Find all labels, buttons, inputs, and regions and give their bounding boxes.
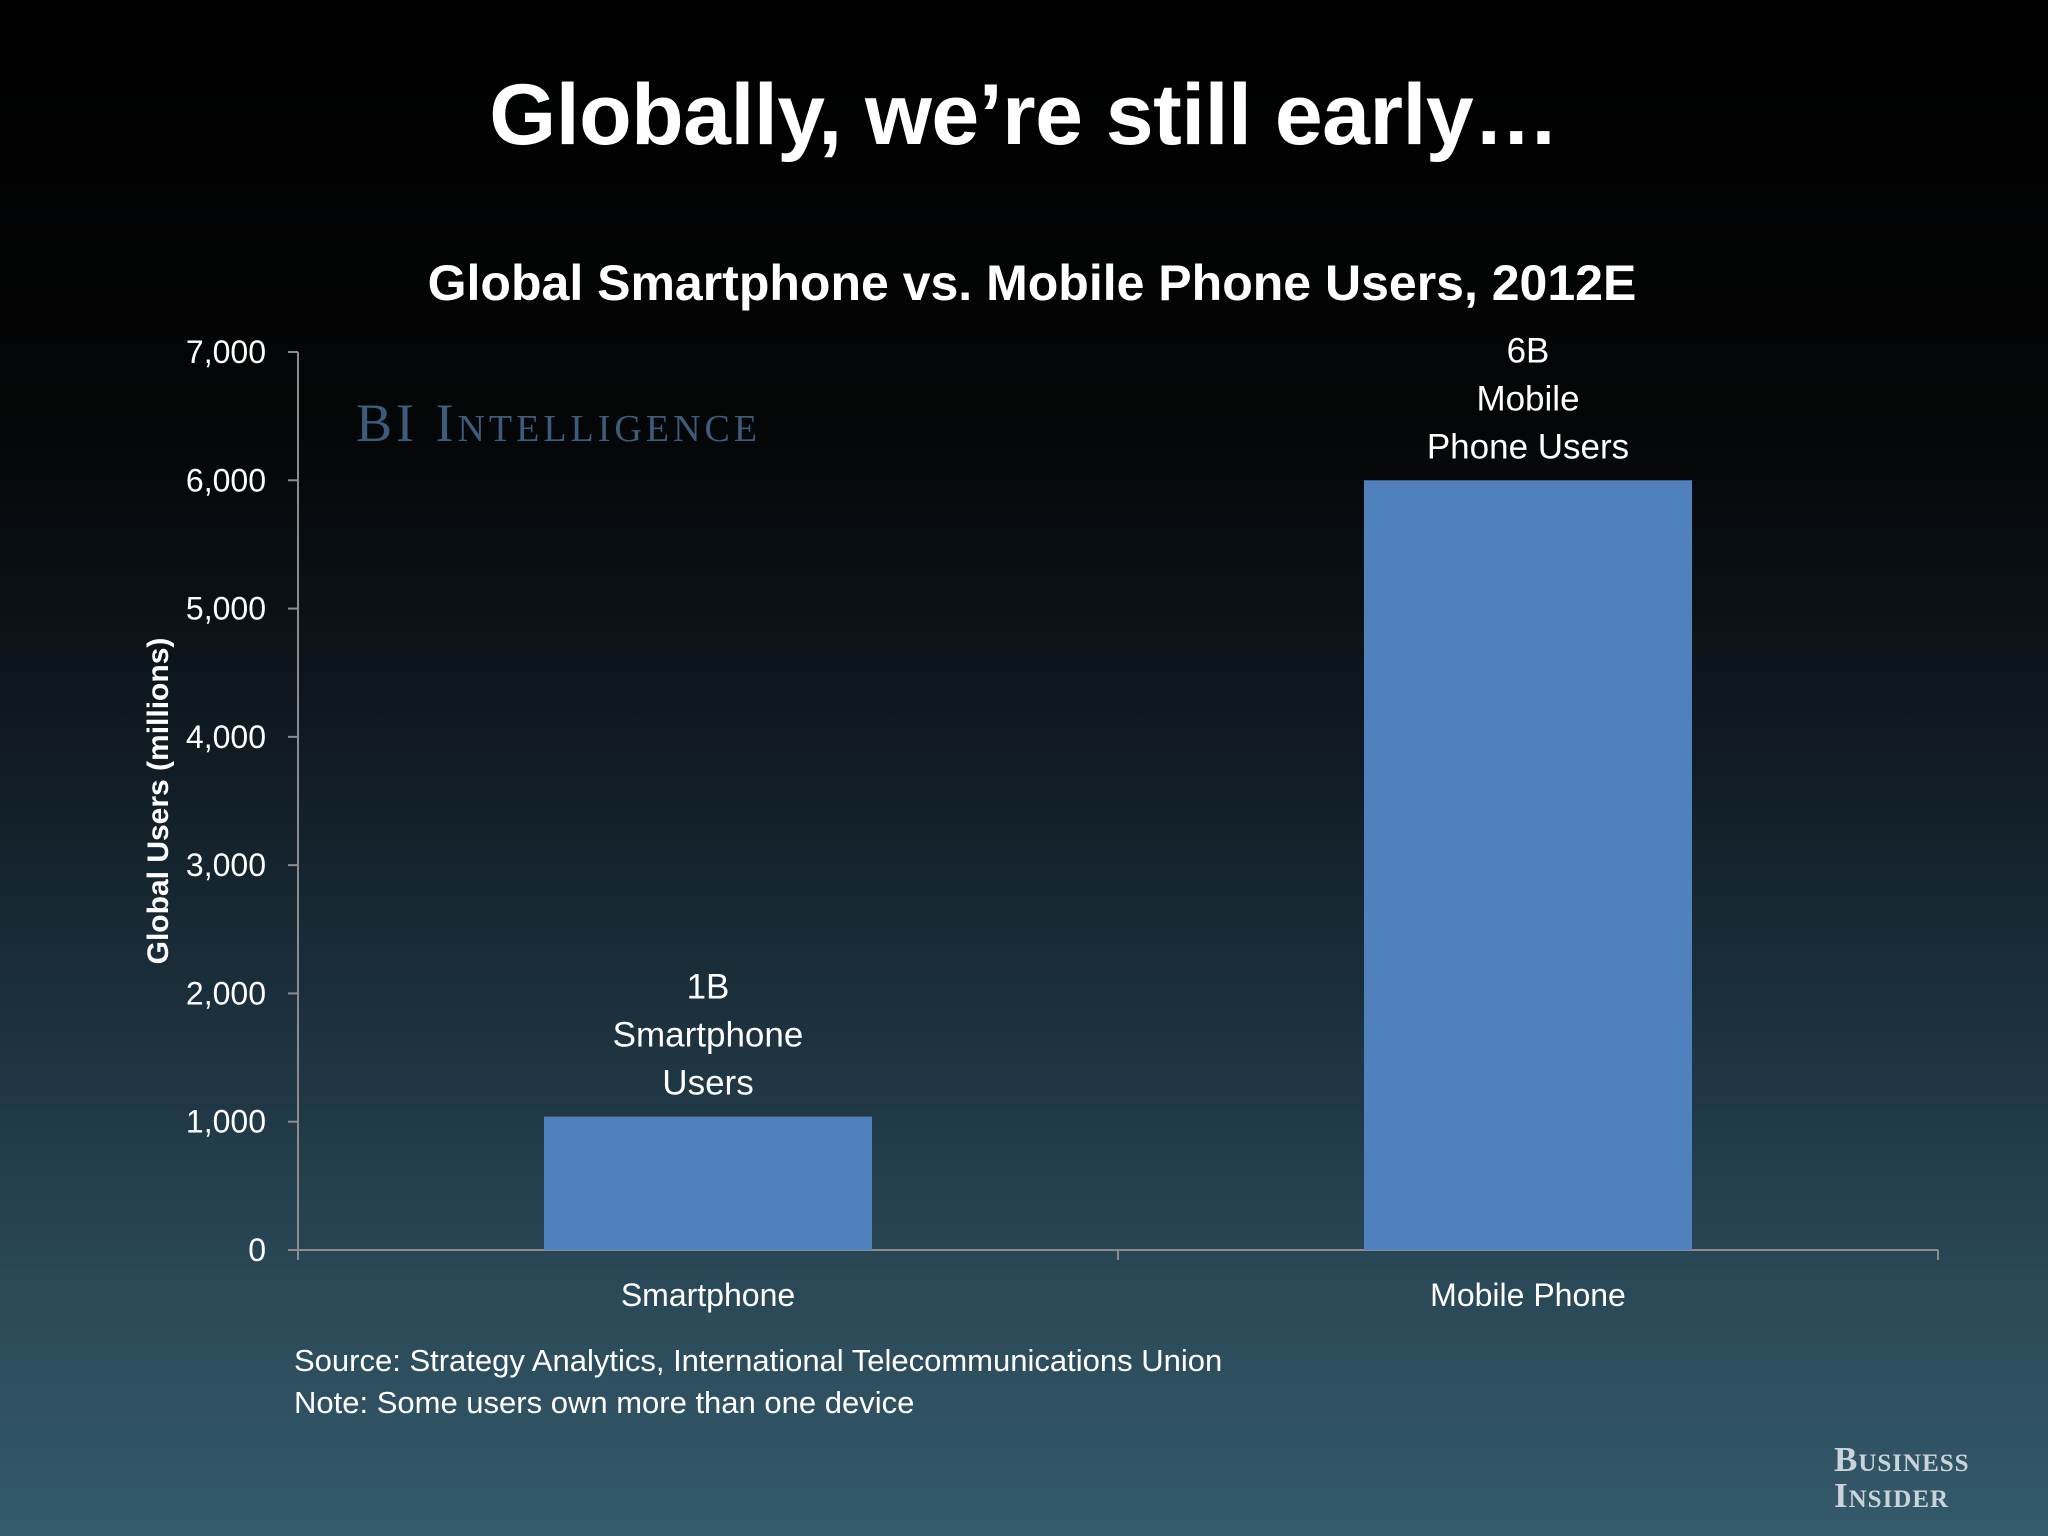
y-tick-label: 0 (248, 1232, 266, 1268)
data-label-line: Phone Users (1427, 427, 1629, 466)
y-tick-label: 1,000 (186, 1104, 266, 1140)
bars (544, 480, 1692, 1250)
logo-line-2: Insider (1834, 1476, 1950, 1515)
data-label-line: Mobile (1476, 379, 1579, 418)
logo-line-1: Business (1834, 1440, 1970, 1479)
business-insider-logo: Business Insider (1834, 1442, 1970, 1514)
y-tick-label: 7,000 (186, 334, 266, 370)
footnote: Note: Some users own more than one devic… (294, 1385, 915, 1420)
x-category-label: Smartphone (621, 1277, 795, 1313)
data-labels: 1B Smartphone Users 6B Mobile Phone Users (613, 331, 1630, 1102)
y-tick-label: 2,000 (186, 975, 266, 1011)
y-tick-label: 6,000 (186, 462, 266, 498)
data-label-line: 6B (1507, 331, 1550, 370)
bar-mobile-phone (1364, 480, 1692, 1250)
y-axis-title: Global Users (millions) (142, 638, 175, 965)
chart-notes: Source: Strategy Analytics, Internationa… (294, 1340, 1222, 1424)
slide-title: Globally, we’re still early… (489, 67, 1559, 163)
bi-intelligence-watermark: BI Intelligence (356, 393, 762, 453)
x-category-label: Mobile Phone (1430, 1277, 1626, 1313)
data-label-line: Users (662, 1064, 753, 1103)
bar-smartphone (544, 1116, 872, 1250)
axes: 0 1,000 2,000 3,000 4,000 5,000 6,000 7,000 Smar… (186, 334, 1939, 1313)
chart-title: Global Smartphone vs. Mobile Phone Users… (428, 255, 1637, 311)
data-label-line: 1B (687, 968, 730, 1007)
y-tick-label: 5,000 (186, 591, 266, 627)
y-tick-label: 3,000 (186, 847, 266, 883)
source-note: Source: Strategy Analytics, Internationa… (294, 1343, 1223, 1378)
data-label-line: Smartphone (613, 1016, 804, 1055)
y-tick-label: 4,000 (186, 719, 266, 755)
